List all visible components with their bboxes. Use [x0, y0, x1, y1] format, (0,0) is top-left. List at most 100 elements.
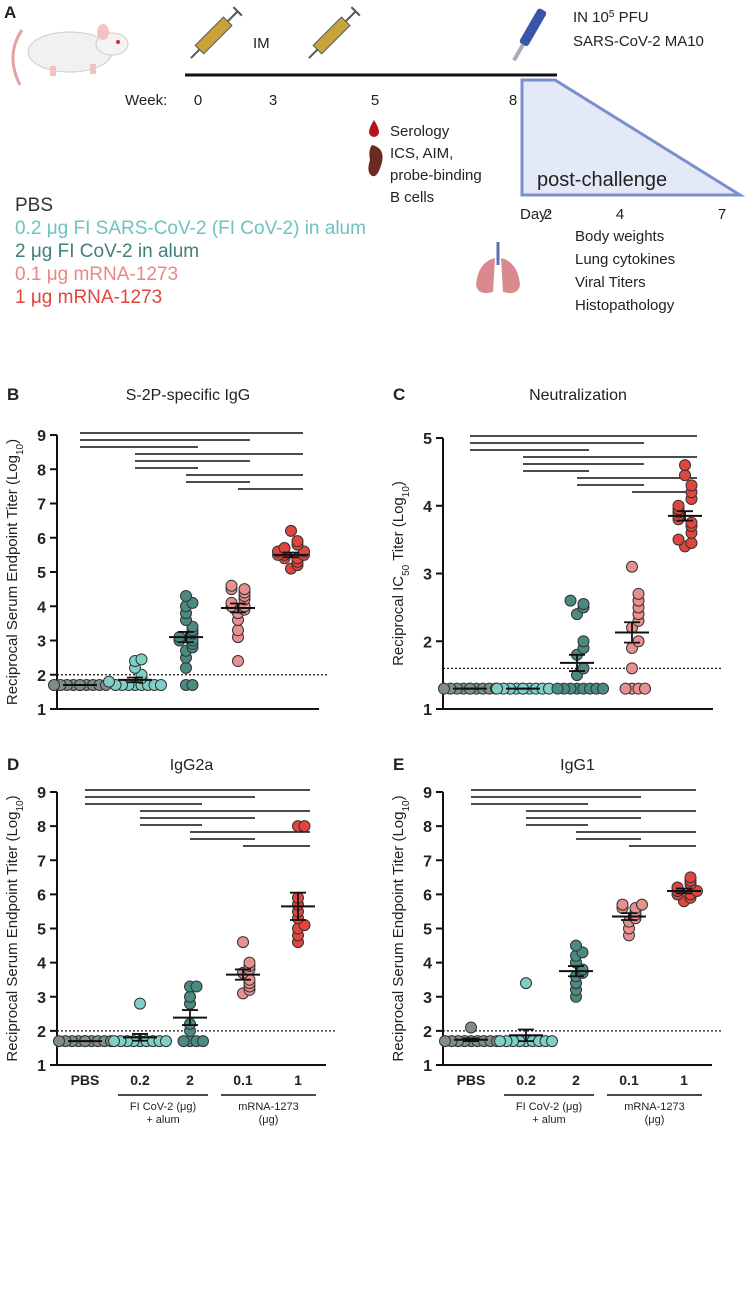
text: PFU [614, 9, 648, 26]
data-point [564, 594, 577, 607]
y-tick-label: 2 [423, 634, 432, 651]
error-bar [283, 551, 299, 559]
data-point [278, 542, 291, 555]
group-label: FI CoV-2 (μg) [516, 1101, 582, 1113]
data-point [238, 583, 251, 596]
error-bar [290, 891, 306, 921]
group-label: (μg) [259, 1114, 279, 1126]
data-point [679, 459, 691, 472]
data-point [577, 635, 590, 648]
data-point [597, 682, 609, 695]
y-tick-label: 2 [37, 668, 46, 685]
data-point [626, 662, 638, 675]
post-challenge-label: post-challenge [537, 169, 667, 191]
data-point [577, 662, 590, 675]
chart-title: IgG1 [560, 757, 595, 774]
x-tick-label: 2 [186, 1072, 194, 1088]
y-tick-label: 7 [37, 853, 46, 870]
data-point [619, 682, 632, 695]
data-point [520, 977, 532, 990]
data-point [570, 939, 582, 952]
y-tick-label: 9 [37, 428, 46, 445]
y-tick-label: 3 [423, 567, 432, 584]
panel-letter: A [4, 3, 16, 22]
y-tick-label: 8 [37, 462, 46, 479]
cellular-label: B cells [390, 189, 434, 206]
data-point [632, 635, 645, 648]
y-tick-label: 6 [37, 531, 46, 548]
text: ) [4, 439, 21, 444]
superscript: 5 [609, 9, 615, 20]
y-axis-label: Reciprocal Serum Endpoint Titer (Log10) [4, 439, 26, 705]
group-label: mRNA-1273 [624, 1101, 685, 1113]
legend-entry: 0.1 μg mRNA-1273 [15, 264, 178, 285]
y-tick-label: 3 [37, 634, 46, 651]
data-point [232, 624, 244, 637]
data-point [546, 1035, 558, 1048]
data-point [438, 682, 450, 695]
data-point [135, 653, 148, 666]
y-axis-label: Reciprocal Serum Endpoint Titer (Log10) [390, 795, 412, 1061]
data-point [103, 675, 115, 688]
data-point [439, 1035, 451, 1048]
y-tick-label: 1 [37, 702, 46, 719]
syringe-icon [190, 6, 243, 59]
week: 3 [269, 92, 277, 109]
y-tick-label: 3 [423, 990, 432, 1007]
y-tick-label: 2 [423, 1024, 432, 1041]
error-bar [677, 510, 693, 522]
error-bar [621, 912, 637, 921]
x-tick-label: 1 [680, 1072, 688, 1088]
syringe-icon [308, 6, 361, 59]
y-tick-label: 4 [423, 499, 432, 516]
data-point [285, 524, 297, 537]
y-tick-label: 5 [37, 565, 46, 582]
subscript: 10 [15, 443, 26, 455]
subscript: 10 [15, 800, 26, 812]
data-point [632, 587, 645, 600]
error-bar [235, 968, 251, 981]
week: 0 [194, 92, 202, 109]
day-label: Day: [520, 206, 551, 223]
week: 5 [371, 92, 379, 109]
data-point [177, 1035, 190, 1048]
y-tick-label: 4 [37, 956, 46, 973]
route-label: IM [253, 35, 270, 52]
pipette-icon [512, 8, 547, 62]
data-point [494, 1035, 506, 1048]
subscript: 10 [401, 486, 412, 498]
text: ) [4, 795, 21, 800]
data-point [53, 1035, 65, 1048]
x-tick-label: 0.2 [516, 1072, 536, 1088]
readout: Histopathology [575, 297, 675, 314]
error-bar [178, 631, 194, 644]
week-label: Week: [125, 92, 167, 109]
cellular-label: ICS, AIM, [390, 145, 453, 162]
error-bar [182, 1009, 198, 1026]
data-point [639, 682, 651, 695]
y-tick-label: 1 [423, 702, 432, 719]
text: IN 10 [573, 9, 609, 26]
x-tick-label: 2 [572, 1072, 580, 1088]
data-point [685, 516, 698, 529]
data-point [190, 980, 203, 993]
error-bar [518, 1028, 534, 1043]
x-tick-label: 0.1 [619, 1072, 639, 1088]
data-point [108, 1035, 120, 1048]
week: 8 [509, 92, 517, 109]
y-tick-label: 5 [423, 922, 432, 939]
data-point [684, 871, 697, 884]
chart-title: Neutralization [529, 387, 627, 404]
y-tick-label: 5 [37, 922, 46, 939]
y-tick-label: 6 [423, 887, 432, 904]
cellular-label: probe-binding [390, 167, 482, 184]
blood-icon [369, 120, 379, 137]
data-point [551, 682, 564, 695]
y-tick-label: 1 [37, 1058, 46, 1075]
text: Reciprocal Serum Endpoint Titer (Log [390, 812, 407, 1062]
y-tick-label: 7 [37, 497, 46, 514]
data-point [685, 537, 698, 550]
data-point [243, 956, 256, 969]
virus-label: SARS-CoV-2 MA10 [573, 33, 704, 50]
